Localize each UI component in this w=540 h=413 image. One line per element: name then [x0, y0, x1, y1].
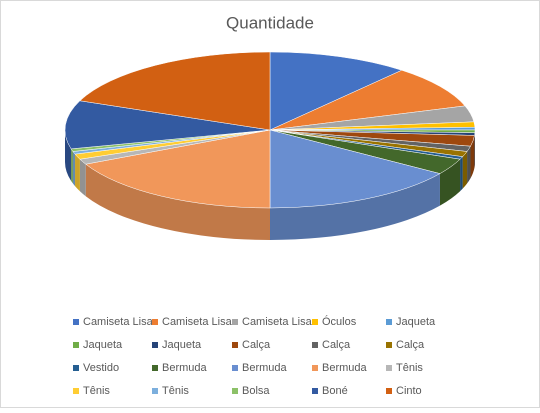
legend-swatch: [73, 319, 79, 325]
legend-swatch: [152, 319, 158, 325]
legend-label: Jaqueta: [396, 316, 436, 328]
pie-slice: [85, 129, 271, 209]
legend-swatch: [232, 365, 238, 371]
legend-swatch: [386, 388, 392, 394]
legend-label: Vestido: [83, 362, 119, 374]
legend-swatch: [152, 342, 158, 348]
legend-label: Camiseta Lisa: [162, 316, 233, 328]
legend-label: Calça: [322, 339, 351, 351]
legend-swatch: [312, 388, 318, 394]
legend-label: Bermuda: [322, 362, 368, 374]
pie-side: [467, 146, 471, 184]
legend-swatch: [73, 388, 79, 394]
legend-swatch: [232, 319, 238, 325]
pie-slice: [79, 51, 271, 131]
legend-label: Óculos: [322, 315, 357, 328]
pie-side: [470, 135, 475, 179]
pie-slice: [64, 100, 271, 150]
pie-side: [71, 148, 73, 184]
legend-label: Jaqueta: [162, 339, 202, 351]
pie-side: [72, 151, 76, 187]
legend-swatch: [312, 365, 318, 371]
legend-label: Camiseta Lisa: [242, 316, 313, 328]
legend-label: Camiseta Lisa: [83, 316, 154, 328]
legend-label: Bermuda: [242, 362, 288, 374]
pie-slice: [269, 129, 441, 209]
legend-swatch: [386, 342, 392, 348]
legend-swatch: [312, 319, 318, 325]
legend-swatch: [73, 365, 79, 371]
legend-label: Boné: [322, 385, 348, 397]
legend-swatch: [386, 365, 392, 371]
legend-swatch: [73, 342, 79, 348]
chart-title: Quantidade: [226, 13, 314, 32]
pie-side: [270, 173, 440, 240]
legend-label: Cinto: [396, 385, 422, 397]
legend-label: Tênis: [83, 385, 110, 397]
legend-label: Jaqueta: [83, 339, 123, 351]
pie-side: [460, 156, 463, 192]
legend-swatch: [312, 342, 318, 348]
pie-side: [79, 159, 86, 197]
pie-side: [85, 164, 270, 240]
pie-slice: [269, 51, 403, 131]
legend-label: Calça: [242, 339, 271, 351]
legend-swatch: [386, 319, 392, 325]
legend-swatch: [232, 388, 238, 394]
pie-tops: [64, 51, 476, 209]
legend-label: Tênis: [396, 362, 423, 374]
pie-side: [65, 130, 72, 181]
pie-sides: [65, 130, 475, 240]
legend-label: Tênis: [162, 385, 189, 397]
legend-swatch: [152, 388, 158, 394]
legend-label: Calça: [396, 339, 425, 351]
pie-slice: [269, 69, 466, 131]
legend-label: Bolsa: [242, 385, 270, 397]
legend-swatch: [152, 365, 158, 371]
pie-side: [75, 154, 80, 192]
legend-label: Bermuda: [162, 362, 208, 374]
legend-swatch: [232, 342, 238, 348]
pie-side: [462, 151, 468, 189]
